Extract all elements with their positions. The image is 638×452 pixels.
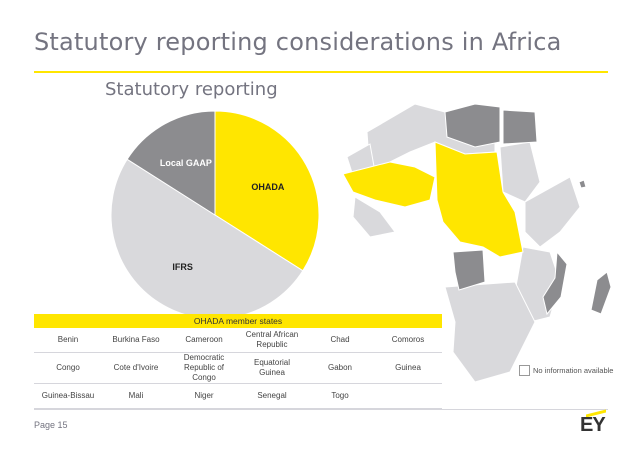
table-cell: Benin — [34, 328, 102, 353]
pie-slice-ohada — [214, 110, 320, 272]
africa-map — [342, 103, 612, 383]
table-cell: Chad — [306, 328, 374, 353]
ey-logo: EY — [580, 414, 606, 436]
legend-label: No information available — [533, 366, 614, 375]
ohada-member-states-table: OHADA member states Benin Burkina Faso C… — [34, 314, 442, 409]
table-cell: Senegal — [238, 383, 306, 409]
table-row: Benin Burkina Faso Cameroon Central Afri… — [34, 328, 442, 353]
table-cell: Cameroon — [170, 328, 238, 353]
chart-subtitle: Statutory reporting — [105, 79, 278, 100]
table-cell: Equatorial Guinea — [238, 352, 306, 384]
map-region-ohada-central — [434, 141, 524, 258]
statutory-reporting-pie-chart: OHADA IFRS Local GAAP — [110, 110, 320, 320]
map-region-mozambique — [542, 250, 568, 316]
table-cell: Guinea-Bissau — [34, 383, 102, 409]
table-cell: Mali — [102, 383, 170, 409]
table-cell: Congo — [34, 352, 102, 384]
title-underline — [34, 71, 608, 73]
map-legend: No information available — [519, 365, 613, 376]
table-row: Guinea-Bissau Mali Niger Senegal Togo — [34, 383, 442, 409]
page-number: Page 15 — [34, 420, 68, 430]
table-cell: Gabon — [306, 352, 374, 384]
map-region-egypt — [502, 109, 538, 145]
map-region-east — [524, 176, 581, 248]
table-cell: Cote d'Ivoire — [102, 352, 170, 384]
table-cell — [374, 383, 442, 409]
table-cell: Central African Republic — [238, 328, 306, 353]
table-cell: Togo — [306, 383, 374, 409]
pie-slice-local-gaap — [126, 110, 216, 216]
footer-divider — [34, 409, 608, 410]
table-cell: Democratic Republic of Congo — [170, 352, 238, 384]
table-cell: Comoros — [374, 328, 442, 353]
map-region-madagascar — [590, 271, 612, 315]
slide-title: Statutory reporting considerations in Af… — [34, 28, 562, 56]
table-cell: Burkina Faso — [102, 328, 170, 353]
pie-label-local-gaap: Local GAAP — [160, 158, 212, 168]
map-region-libya — [444, 103, 501, 148]
table-cell: Niger — [170, 383, 238, 409]
table-header: OHADA member states — [34, 314, 442, 328]
table-cell: Guinea — [374, 352, 442, 384]
pie-label-ohada: OHADA — [251, 182, 284, 192]
map-region-sudan — [499, 141, 541, 203]
pie-label-ifrs: IFRS — [172, 262, 193, 272]
map-region-djibouti — [578, 179, 587, 189]
map-region-south — [444, 281, 536, 383]
map-region-ohada-west — [342, 161, 436, 208]
no-info-swatch — [519, 365, 530, 376]
pie-slice-ifrs — [110, 158, 304, 320]
map-region-west-coast — [352, 196, 396, 238]
map-region-angola — [452, 249, 486, 291]
table-row: Congo Cote d'Ivoire Democratic Republic … — [34, 352, 442, 384]
